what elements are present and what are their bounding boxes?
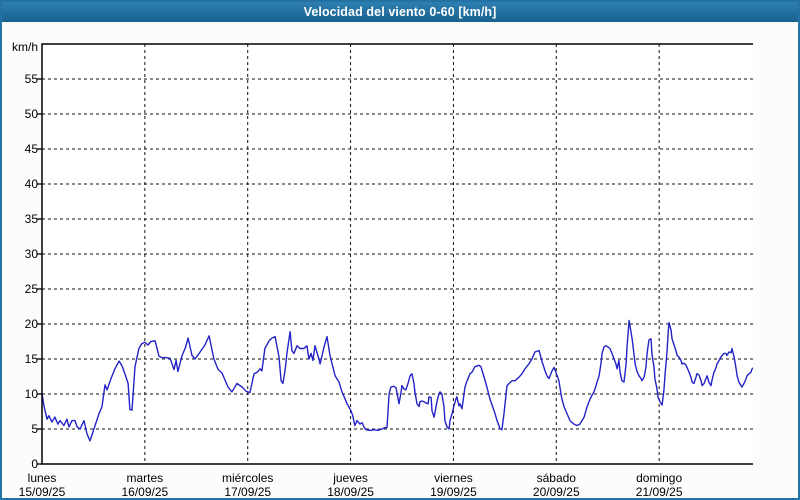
chart-title: Velocidad del viento 0-60 [km/h] xyxy=(303,5,497,19)
y-axis-unit-label: km/h xyxy=(11,40,38,54)
y-tick-label: 50 xyxy=(24,107,38,121)
x-date-label: 20/09/25 xyxy=(532,485,580,499)
x-day-label: miércoles xyxy=(222,471,274,485)
x-date-label: 15/09/25 xyxy=(18,485,66,499)
y-tick-label: 35 xyxy=(24,212,38,226)
x-date-label: 18/09/25 xyxy=(327,485,374,499)
y-tick-label: 45 xyxy=(24,142,38,156)
y-tick-label: 25 xyxy=(24,282,38,296)
y-tick-label: 5 xyxy=(31,422,38,436)
y-tick-label: 40 xyxy=(24,177,38,191)
title-bar: Velocidad del viento 0-60 [km/h] xyxy=(2,2,798,22)
x-day-label: martes xyxy=(126,471,164,485)
x-date-label: 19/09/25 xyxy=(430,485,477,499)
y-tick-label: 55 xyxy=(24,72,38,86)
y-tick-label: 20 xyxy=(24,317,38,331)
x-day-label: domingo xyxy=(636,471,683,485)
x-date-label: 21/09/25 xyxy=(635,485,683,499)
x-day-label: lunes xyxy=(27,471,57,485)
x-day-label: viernes xyxy=(434,471,473,485)
y-tick-label: 0 xyxy=(31,457,38,471)
x-day-label: sábado xyxy=(536,471,576,485)
y-tick-label: 10 xyxy=(24,387,38,401)
y-tick-label: 15 xyxy=(24,352,38,366)
wind-speed-plot xyxy=(37,43,753,465)
y-tick-label: 30 xyxy=(24,247,38,261)
x-date-label: 17/09/25 xyxy=(224,485,272,499)
chart-area: km/h 0 5 10 15 20 25 30 35 40 45 50 55 lunes 15/09/2… xyxy=(2,23,798,498)
x-date-label: 16/09/25 xyxy=(121,485,169,499)
x-day-label: jueves xyxy=(333,471,368,485)
